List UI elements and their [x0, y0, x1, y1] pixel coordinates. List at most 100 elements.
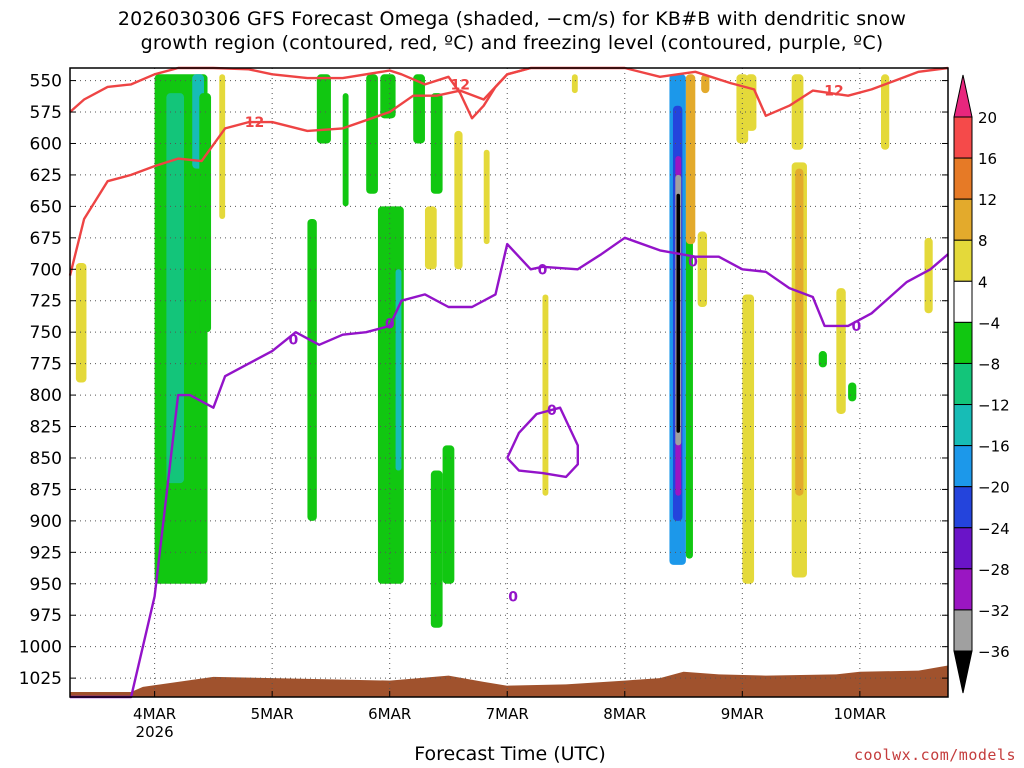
omega-shade-15: [442, 445, 455, 584]
x-tick-label-4MAR: 4MAR: [133, 705, 176, 723]
omega-shade-28: [685, 74, 696, 245]
colorbar-label-4: 4: [978, 273, 988, 291]
contour-dgz_bottom: [68, 66, 532, 276]
colorbar-bin-12: [953, 609, 973, 652]
colorbar-bin-3: [953, 239, 973, 282]
colorbar-label-0: 20: [978, 109, 997, 127]
y-tick-label-725: 725: [30, 292, 62, 312]
chart-title-line2: growth region (contoured, red, ºC) and f…: [140, 32, 884, 54]
contour-freezing_level: [70, 236, 949, 699]
omega-shade-8: [342, 93, 349, 207]
colorbar-label-11: −28: [978, 561, 1010, 579]
omega-shade-1: [166, 93, 185, 484]
x-tick-label-7MAR: 7MAR: [486, 705, 529, 723]
omega-shade-27: [685, 168, 693, 559]
omega-shade-32: [745, 74, 757, 131]
colorbar-bin-9: [953, 486, 973, 529]
colorbar-label-6: −8: [978, 355, 1000, 373]
freezing-label-2: 0: [385, 316, 395, 332]
colorbar-label-10: −24: [978, 520, 1010, 538]
omega-shade-3: [199, 93, 212, 333]
dgz-label-2: 12: [245, 115, 264, 131]
y-tick-label-900: 900: [30, 512, 62, 532]
site-credit[interactable]: coolwx.com/models: [853, 746, 1016, 764]
omega-shade-14: [430, 470, 443, 628]
y-tick-label-575: 575: [30, 103, 62, 123]
colorbar-label-1: 16: [978, 150, 997, 168]
y-tick-label-700: 700: [30, 260, 62, 280]
y-tick-label-775: 775: [30, 355, 62, 375]
omega-shade-41: [848, 382, 857, 402]
omega-shade-34: [791, 74, 804, 150]
y-tick-label-750: 750: [30, 323, 62, 343]
omega-shade-12: [395, 269, 402, 471]
omega-shade-13: [413, 74, 425, 144]
omega-shade-5: [219, 74, 226, 219]
y-tick-label-850: 850: [30, 449, 62, 469]
y-tick-label-550: 550: [30, 72, 62, 92]
freezing-label-6: 0: [851, 319, 861, 335]
freezing-label-7: 0: [508, 589, 518, 605]
colorbar-label-8: −16: [978, 438, 1010, 456]
freezing-label-1: 0: [288, 333, 298, 349]
colorbar-label-13: −36: [978, 643, 1010, 661]
omega-shade-37: [836, 288, 846, 414]
x-tick-label-10MAR: 10MAR: [833, 705, 886, 723]
freezing-label-3: 0: [538, 262, 548, 278]
colorbar-bin-0: [953, 116, 973, 159]
y-tick-label-950: 950: [30, 575, 62, 595]
freezing-label-5: 0: [688, 255, 698, 271]
colorbar-label-7: −12: [978, 397, 1010, 415]
omega-shade-19: [483, 149, 490, 245]
omega-shade-16: [430, 93, 443, 194]
dgz-label-1: 12: [450, 77, 469, 93]
terrain-fill: [70, 665, 948, 697]
colorbar-bin-11: [953, 568, 973, 611]
colorbar-top-arrow: [953, 74, 973, 118]
freezing-label-4: 0: [547, 403, 557, 419]
colorbar-label-3: 8: [978, 232, 988, 250]
colorbar-bin-10: [953, 527, 973, 570]
colorbar-bin-2: [953, 198, 973, 241]
y-tick-label-925: 925: [30, 543, 62, 563]
omega-shade-7: [316, 74, 331, 144]
x-axis-title: Forecast Time (UTC): [414, 743, 606, 765]
y-tick-label-675: 675: [30, 229, 62, 249]
dgz-label-3: 12: [824, 84, 843, 100]
omega-shade-39: [924, 237, 933, 314]
omega-shade-6: [307, 218, 317, 521]
x-tick-label-6MAR: 6MAR: [368, 705, 411, 723]
colorbar-bin-1: [953, 157, 973, 200]
omega-shade-29: [697, 231, 708, 308]
colorbar-label-2: 12: [978, 191, 997, 209]
x-tick-label-5MAR: 5MAR: [251, 705, 294, 723]
y-tick-label-625: 625: [30, 166, 62, 186]
contour-freezing_closed: [506, 406, 579, 479]
omega-shade-36: [795, 168, 804, 496]
omega-shade-10: [380, 74, 396, 119]
y-tick-label-1000: 1000: [19, 638, 62, 658]
colorbar-bin-7: [953, 404, 973, 447]
colorbar-bin-5: [953, 321, 973, 364]
y-tick-label-600: 600: [30, 134, 62, 154]
omega-shade-4: [75, 262, 87, 383]
omega-shade-18: [454, 130, 463, 270]
colorbar-bin-8: [953, 445, 973, 488]
colorbar-label-12: −32: [978, 602, 1010, 620]
colorbar-bin-4: [953, 280, 973, 323]
y-tick-label-800: 800: [30, 386, 62, 406]
colorbar-label-9: −20: [978, 479, 1010, 497]
y-tick-label-650: 650: [30, 197, 62, 217]
y-tick-label-1025: 1025: [19, 669, 62, 689]
chart-title-line1: 2026030306 GFS Forecast Omega (shaded, −…: [117, 8, 907, 30]
colorbar-label-5: −4: [978, 314, 1000, 332]
y-tick-label-825: 825: [30, 418, 62, 438]
x-tick-label-9MAR: 9MAR: [721, 705, 764, 723]
omega-shade-21: [571, 74, 578, 94]
omega-shade-40: [818, 351, 827, 368]
omega-shade-33: [742, 294, 755, 584]
x-tick-sublabel: 2026: [136, 723, 174, 741]
y-tick-label-875: 875: [30, 480, 62, 500]
x-tick-label-8MAR: 8MAR: [603, 705, 646, 723]
